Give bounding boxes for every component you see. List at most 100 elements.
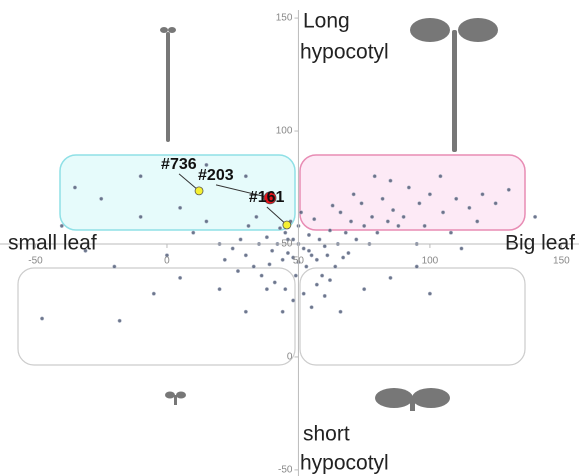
- point: [448, 230, 453, 235]
- y-tick-label: 50: [281, 239, 293, 250]
- point: [59, 223, 64, 228]
- point: [99, 196, 104, 201]
- point: [306, 232, 312, 238]
- point: [151, 291, 156, 296]
- point: [354, 237, 359, 242]
- point: [422, 223, 427, 228]
- point: [243, 309, 248, 314]
- x-tick-label: 0: [164, 256, 170, 267]
- point: [259, 273, 264, 278]
- point: [293, 273, 298, 278]
- point: [72, 185, 77, 190]
- annotation-arrow: [215, 184, 271, 199]
- point: [204, 219, 209, 224]
- region-box: [59, 154, 296, 231]
- point: [343, 230, 348, 235]
- point: [277, 226, 283, 231]
- point: [304, 264, 309, 269]
- point: [306, 248, 312, 253]
- point: [222, 257, 227, 262]
- x-tick-label: 150: [553, 256, 570, 267]
- point: [327, 278, 333, 283]
- point: [414, 264, 419, 269]
- point: [314, 282, 319, 287]
- x-tick-label: 100: [422, 256, 439, 267]
- point: [427, 291, 432, 296]
- annotation: short: [303, 423, 350, 446]
- point: [285, 237, 290, 242]
- point: [217, 287, 222, 292]
- point: [341, 255, 346, 260]
- point: [267, 262, 272, 267]
- point: [533, 214, 538, 219]
- point: [238, 237, 243, 242]
- annotation: Long: [303, 10, 350, 33]
- highlight-point: [263, 191, 277, 205]
- point: [480, 192, 485, 197]
- annotation: hypocotyl: [300, 452, 389, 475]
- annotation-arrow: [266, 206, 288, 226]
- point: [359, 201, 364, 206]
- x-tick-label: 50: [293, 256, 305, 267]
- point: [417, 201, 422, 206]
- point: [333, 264, 338, 269]
- y-tick-label: 0: [287, 352, 293, 363]
- point: [243, 253, 248, 258]
- point: [301, 246, 306, 251]
- point: [243, 174, 248, 179]
- point: [291, 255, 296, 260]
- point: [309, 305, 314, 310]
- highlight-label: #736: [161, 156, 197, 173]
- point: [327, 228, 333, 233]
- x-tick-label: -50: [28, 256, 43, 267]
- point: [467, 205, 472, 210]
- point: [438, 174, 443, 179]
- point: [254, 214, 259, 219]
- seedling-icon: [375, 388, 450, 411]
- point: [280, 309, 285, 314]
- point: [264, 287, 269, 292]
- point: [375, 230, 380, 235]
- point: [112, 264, 117, 269]
- point: [272, 280, 277, 285]
- point: [251, 264, 256, 269]
- highlight-label: #203: [198, 167, 234, 184]
- point: [338, 309, 343, 314]
- region-box: [299, 154, 526, 231]
- point: [320, 273, 325, 278]
- point: [475, 219, 480, 224]
- point: [264, 235, 269, 240]
- point: [291, 237, 296, 242]
- point: [388, 178, 393, 183]
- point: [322, 244, 327, 249]
- annotation: small leaf: [8, 232, 97, 255]
- point: [164, 253, 170, 258]
- point: [204, 162, 209, 167]
- region-box: [17, 267, 296, 366]
- point: [362, 223, 367, 228]
- annotation: hypocotyl: [300, 41, 389, 64]
- seedling-icon: [165, 391, 186, 405]
- point: [385, 219, 390, 224]
- highlight-label: #161: [249, 189, 285, 206]
- point: [178, 275, 183, 280]
- point: [401, 214, 406, 219]
- point: [454, 196, 459, 201]
- point: [178, 205, 183, 210]
- point: [291, 298, 296, 303]
- point: [191, 230, 196, 235]
- highlight-point: [194, 186, 204, 196]
- point: [338, 210, 343, 215]
- point: [40, 316, 45, 321]
- point: [380, 196, 385, 201]
- annotation: Big leaf: [505, 232, 575, 255]
- point: [441, 210, 446, 215]
- point: [396, 223, 401, 228]
- highlight-point: [282, 220, 292, 230]
- point: [506, 187, 511, 192]
- point: [346, 250, 351, 256]
- point: [235, 269, 241, 274]
- point: [493, 201, 498, 206]
- point: [138, 214, 143, 219]
